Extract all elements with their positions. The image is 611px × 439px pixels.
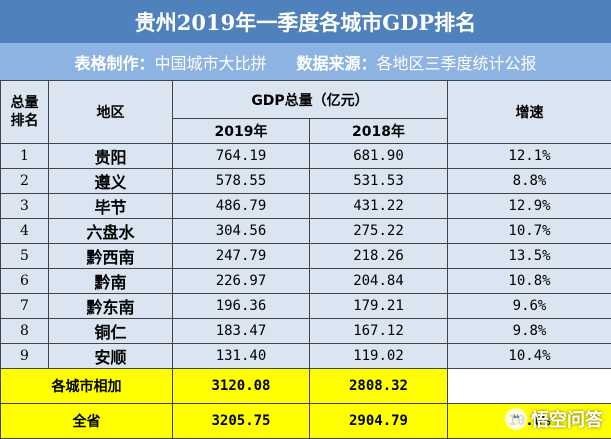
- growth-cell: 10.8%: [448, 269, 611, 294]
- table-row: 5 黔西南 247.79 218.26 13.5%: [1, 244, 611, 269]
- growth-cell: 9.8%: [448, 319, 611, 344]
- gdp-2019-cell: 304.56: [173, 219, 310, 244]
- gdp-2018-cell: 531.53: [310, 169, 448, 194]
- table-row: 6 黔南 226.97 204.84 10.8%: [1, 269, 611, 294]
- rank-cell: 2: [1, 169, 49, 194]
- watermark-text: 悟空问答: [531, 406, 603, 432]
- table-row: 8 铜仁 183.47 167.12 9.8%: [1, 319, 611, 344]
- rank-cell: 9: [1, 344, 49, 369]
- gdp-2019-cell: 226.97: [173, 269, 310, 294]
- table-row: 2 遵义 578.55 531.53 8.8%: [1, 169, 611, 194]
- total-gdp-2019: 3120.08: [173, 369, 310, 404]
- header-row-1: 总量 排名 地区 GDP总量（亿元） 增速: [1, 81, 611, 119]
- table-title: 贵州2019年一季度各城市GDP排名: [0, 0, 611, 44]
- total-gdp-2018: 2904.79: [310, 404, 448, 439]
- gdp-2019-cell: 578.55: [173, 169, 310, 194]
- gdp-2018-cell: 119.02: [310, 344, 448, 369]
- source-label: 数据来源：: [297, 50, 377, 74]
- region-cell: 黔南: [49, 269, 173, 294]
- gdp-2018-cell: 275.22: [310, 219, 448, 244]
- header-year-2019: 2019年: [173, 119, 310, 144]
- header-region: 地区: [49, 81, 173, 144]
- header-rank-line2: 排名: [1, 112, 48, 130]
- region-cell: 毕节: [49, 194, 173, 219]
- gdp-table: 总量 排名 地区 GDP总量（亿元） 增速 2019年 2018年 1 贵阳 7…: [0, 80, 611, 439]
- gdp-2018-cell: 431.22: [310, 194, 448, 219]
- header-year-2018: 2018年: [310, 119, 448, 144]
- gdp-2018-cell: 167.12: [310, 319, 448, 344]
- total-row-sum: 各城市相加 3120.08 2808.32: [1, 369, 611, 404]
- watermark-logo-icon: ❝: [505, 408, 527, 430]
- region-cell: 遵义: [49, 169, 173, 194]
- total-gdp-2018: 2808.32: [310, 369, 448, 404]
- rank-cell: 6: [1, 269, 49, 294]
- total-gdp-2019: 3205.75: [173, 404, 310, 439]
- rank-cell: 7: [1, 294, 49, 319]
- rank-cell: 8: [1, 319, 49, 344]
- table-row: 7 黔东南 196.36 179.21 9.6%: [1, 294, 611, 319]
- region-cell: 贵阳: [49, 144, 173, 169]
- gdp-2018-cell: 179.21: [310, 294, 448, 319]
- growth-cell: 8.8%: [448, 169, 611, 194]
- gdp-2019-cell: 486.79: [173, 194, 310, 219]
- header-growth: 增速: [448, 81, 611, 144]
- maker-label: 表格制作：: [74, 50, 154, 74]
- region-cell: 铜仁: [49, 319, 173, 344]
- growth-cell: 12.9%: [448, 194, 611, 219]
- rank-cell: 5: [1, 244, 49, 269]
- source-value: 各地区三季度统计公报: [377, 50, 537, 74]
- rank-cell: 4: [1, 219, 49, 244]
- table-row: 9 安顺 131.40 119.02 10.4%: [1, 344, 611, 369]
- header-rank: 总量 排名: [1, 81, 49, 144]
- growth-cell: 10.4%: [448, 344, 611, 369]
- gdp-2018-cell: 218.26: [310, 244, 448, 269]
- table-row: 4 六盘水 304.56 275.22 10.7%: [1, 219, 611, 244]
- region-cell: 六盘水: [49, 219, 173, 244]
- total-label: 全省: [1, 404, 173, 439]
- gdp-2019-cell: 247.79: [173, 244, 310, 269]
- total-growth: [448, 369, 611, 404]
- region-cell: 安顺: [49, 344, 173, 369]
- table-subtitle: 表格制作： 中国城市大比拼 数据来源： 各地区三季度统计公报: [0, 43, 611, 80]
- gdp-2019-cell: 196.36: [173, 294, 310, 319]
- rank-cell: 3: [1, 194, 49, 219]
- gdp-2019-cell: 764.19: [173, 144, 310, 169]
- growth-cell: 9.6%: [448, 294, 611, 319]
- rank-cell: 1: [1, 144, 49, 169]
- header-rank-line1: 总量: [1, 94, 48, 112]
- region-cell: 黔西南: [49, 244, 173, 269]
- total-label: 各城市相加: [1, 369, 173, 404]
- growth-cell: 12.1%: [448, 144, 611, 169]
- gdp-2018-cell: 204.84: [310, 269, 448, 294]
- maker-value: 中国城市大比拼: [154, 50, 266, 74]
- gdp-2019-cell: 183.47: [173, 319, 310, 344]
- region-cell: 黔东南: [49, 294, 173, 319]
- watermark: ❝ 悟空问答: [505, 406, 603, 432]
- gdp-2018-cell: 681.90: [310, 144, 448, 169]
- growth-cell: 13.5%: [448, 244, 611, 269]
- table-row: 3 毕节 486.79 431.22 12.9%: [1, 194, 611, 219]
- header-gdp-group: GDP总量（亿元）: [173, 81, 448, 119]
- gdp-2019-cell: 131.40: [173, 344, 310, 369]
- growth-cell: 10.7%: [448, 219, 611, 244]
- table-row: 1 贵阳 764.19 681.90 12.1%: [1, 144, 611, 169]
